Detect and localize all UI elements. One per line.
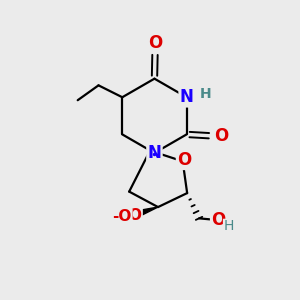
Polygon shape	[148, 147, 154, 154]
Text: O: O	[211, 211, 226, 229]
Text: H: H	[115, 210, 125, 224]
Text: O: O	[148, 34, 162, 52]
Text: H: H	[224, 219, 234, 233]
Text: O: O	[177, 151, 191, 169]
Text: -: -	[127, 208, 133, 222]
Text: H: H	[200, 87, 212, 101]
Text: O: O	[129, 208, 142, 223]
Text: H: H	[114, 208, 125, 222]
Text: N: N	[148, 144, 161, 162]
Text: N: N	[180, 88, 194, 106]
Text: O: O	[214, 127, 228, 145]
Polygon shape	[132, 207, 158, 219]
Text: -O: -O	[112, 209, 132, 224]
